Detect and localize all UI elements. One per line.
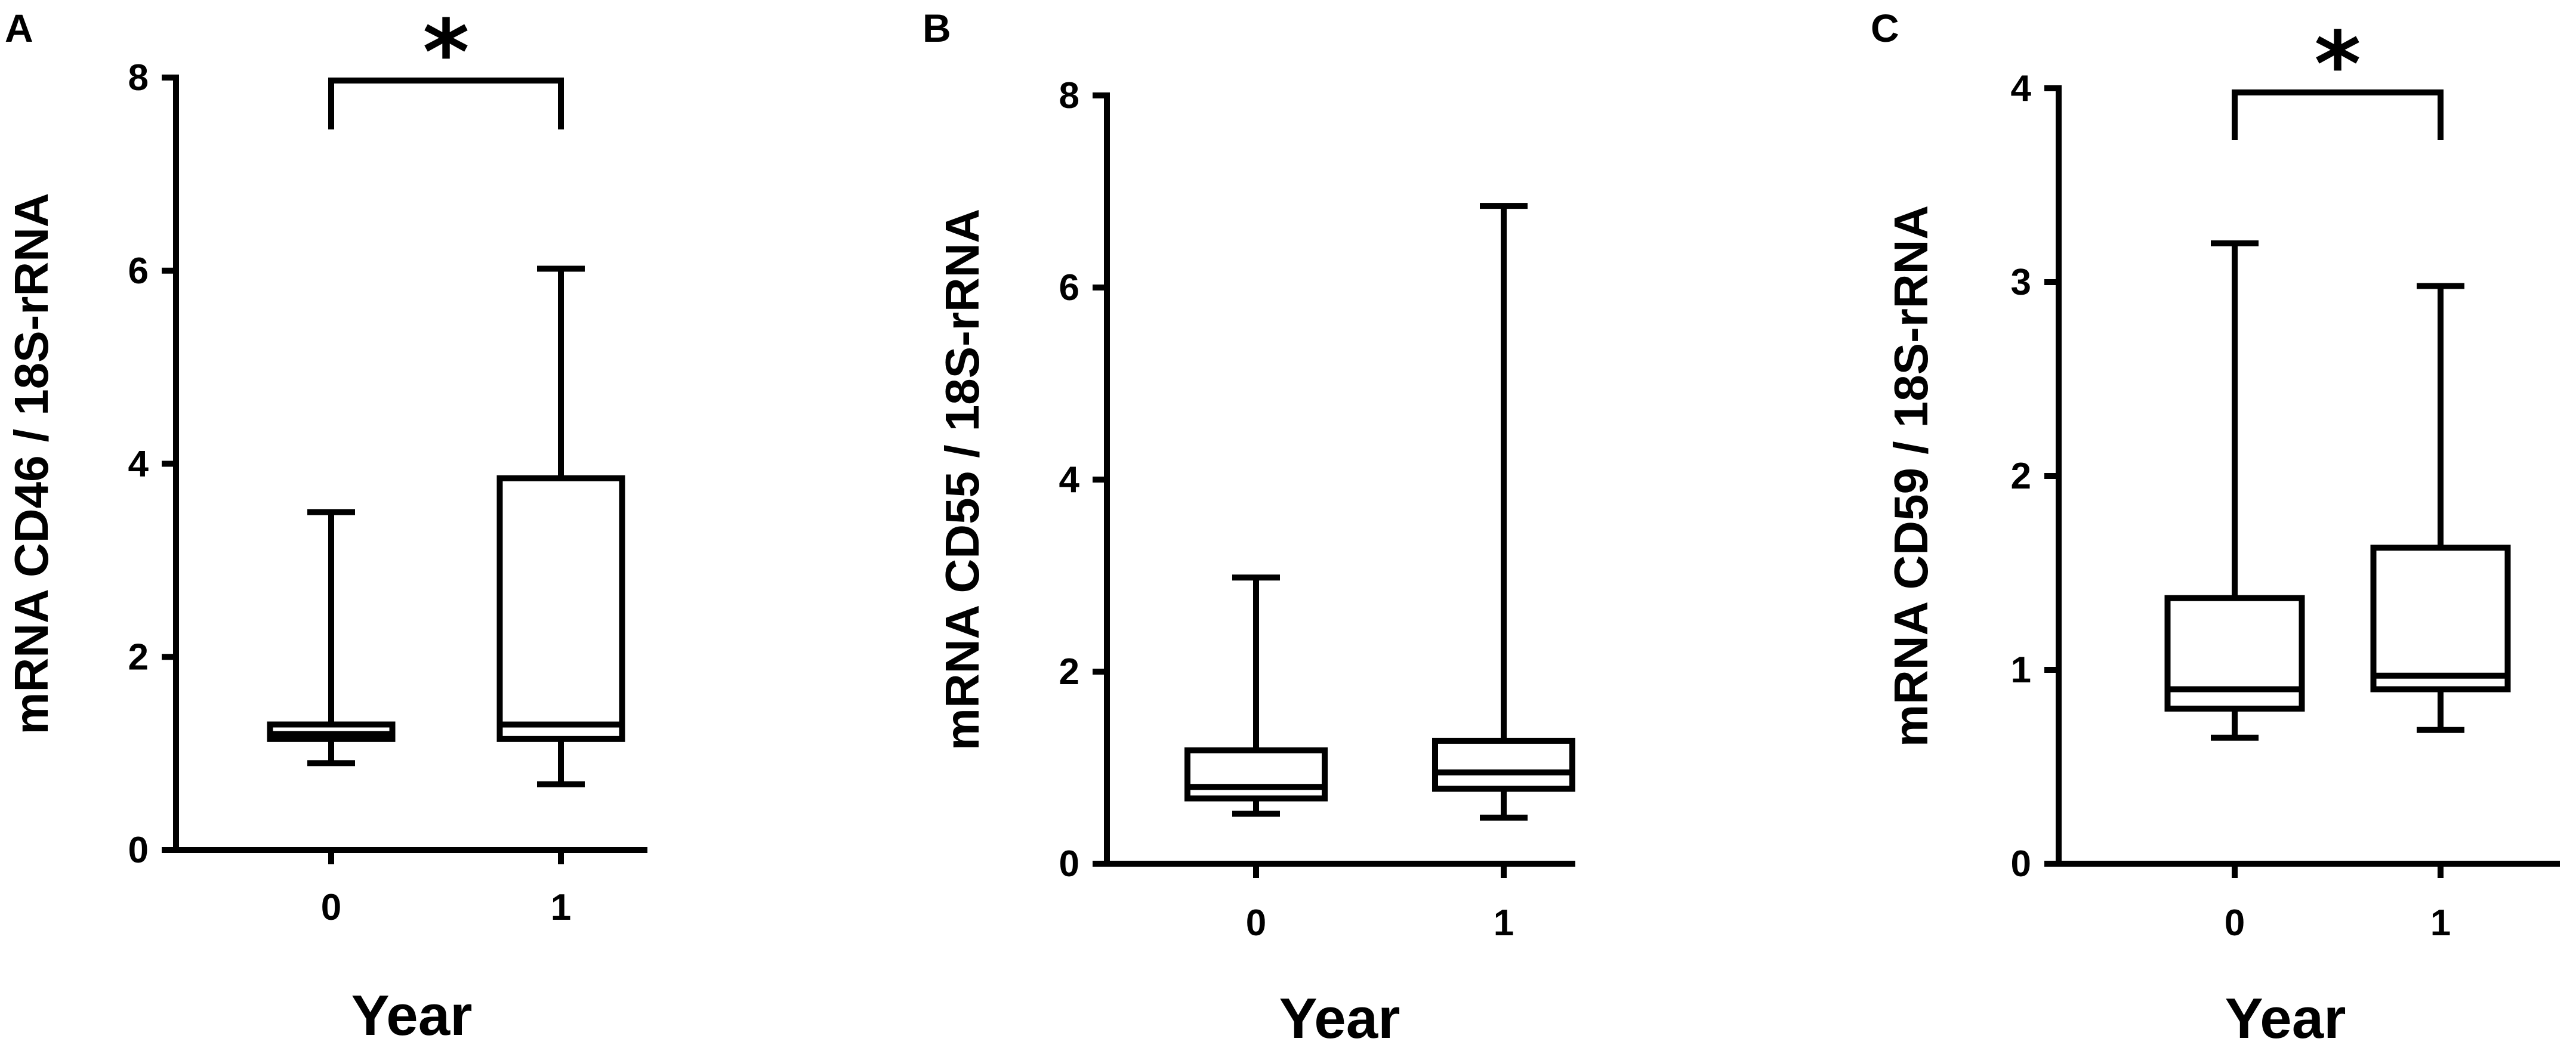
significance-star-c: *	[2314, 13, 2361, 117]
significance-bracket-a	[328, 78, 564, 129]
y-tick-label-b-2: 4	[1059, 459, 1080, 500]
panel-letter-b: B	[923, 6, 951, 50]
panel-b: B 0 2 4 6 8 0 1 mRNA CD55 / 18S-rRNA Year	[923, 6, 1575, 1050]
y-tick-label-a-3: 6	[128, 251, 149, 292]
y-tick-label-a-1: 2	[128, 636, 149, 678]
y-tick-label-b-3: 6	[1059, 267, 1079, 308]
y-tick-label-a-0: 0	[128, 830, 149, 871]
box-plot-b-0	[1184, 574, 1328, 817]
significance-bracket-c	[2232, 89, 2444, 140]
y-tick-label-b-0: 0	[1059, 843, 1079, 885]
iqr-box-c-0	[2164, 595, 2305, 712]
x-tick-label-b-1: 1	[1494, 902, 1514, 944]
y-tick-label-c-1: 1	[2011, 650, 2031, 691]
y-axis-title-c: mRNA CD59 / 18S-rRNA	[1884, 205, 1938, 747]
iqr-box-c-1	[2370, 545, 2511, 693]
y-tick-label-b-1: 2	[1059, 651, 1079, 693]
panel-letter-c: C	[1871, 6, 1899, 50]
y-tick-label-c-3: 3	[2011, 262, 2031, 303]
x-tick-label-a-0: 0	[321, 887, 341, 928]
y-tick-label-b-4: 8	[1059, 75, 1079, 116]
panel-letter-a: A	[5, 6, 33, 50]
panel-c: C 0 1 2 3 4 0 1 mRNA CD59 / 18S-rRNA Year *	[1871, 6, 2560, 1050]
box-plot-a-0	[267, 509, 396, 766]
y-tick-label-c-2: 2	[2011, 456, 2031, 497]
x-tick-label-c-1: 1	[2430, 902, 2451, 944]
significance-star-a: *	[422, 1, 469, 105]
y-tick-label-a-2: 4	[128, 444, 149, 485]
x-tick-label-a-1: 1	[551, 887, 571, 928]
iqr-box-b-0	[1184, 747, 1328, 802]
box-plot-b-1	[1432, 203, 1575, 821]
y-axis-title-b: mRNA CD55 / 18S-rRNA	[936, 209, 989, 750]
box-plot-c-1	[2370, 283, 2511, 733]
x-axis-title-b: Year	[1279, 987, 1400, 1050]
y-tick-label-a-4: 8	[128, 57, 149, 98]
panel-a: A 0 2 4 6 8 0 1 mRNA CD46 / 18S-rRNA Year *	[5, 1, 647, 1047]
box-plot-a-1	[496, 265, 625, 787]
x-axis-title-c: Year	[2225, 987, 2346, 1050]
x-tick-label-b-0: 0	[1246, 902, 1266, 944]
y-tick-label-c-0: 0	[2011, 843, 2031, 885]
box-plot-c-0	[2164, 240, 2305, 741]
iqr-box-a-1	[496, 475, 625, 742]
x-axis-title-a: Year	[351, 984, 473, 1047]
x-tick-label-c-0: 0	[2225, 902, 2245, 944]
y-tick-label-c-4: 4	[2011, 68, 2032, 109]
y-axis-title-a: mRNA CD46 / 18S-rRNA	[5, 193, 58, 734]
iqr-box-b-1	[1432, 737, 1575, 792]
